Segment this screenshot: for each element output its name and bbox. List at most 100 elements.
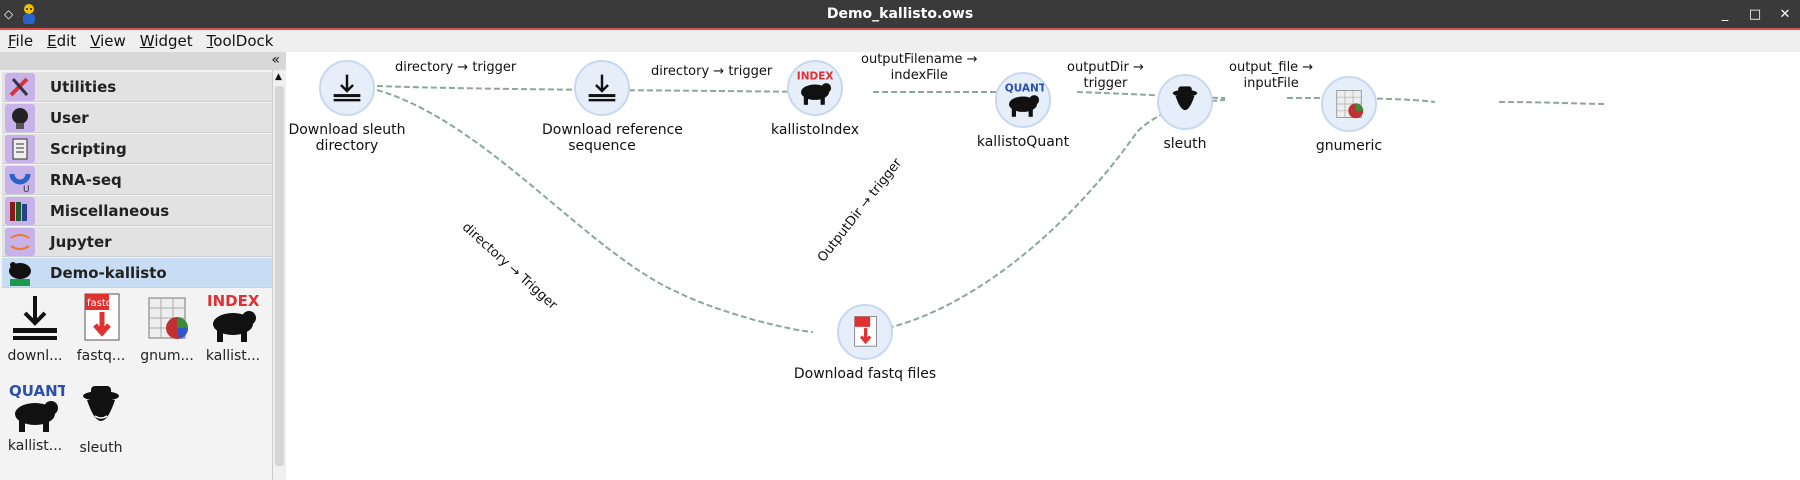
category-label: User [50,108,89,127]
download-icon [333,74,361,102]
menu-view[interactable]: View [90,32,126,50]
widget-fastq[interactable]: fastq fastq... [68,292,134,378]
edge-label: output_file → inputFile [1229,60,1314,91]
svg-text:U: U [23,185,30,194]
quant-bear-icon: QUANT [9,382,65,432]
node-icon-circle[interactable] [574,60,630,116]
tool-dock: « Utilities User Scripting U RNA-seq [0,52,286,480]
widget-label: kallist... [7,438,63,454]
node-download-sleuth-directory[interactable]: Download sleuth directory [287,60,407,154]
sleuth-icon [83,386,119,421]
node-icon-circle[interactable] [1321,76,1377,132]
widget-label: downl... [7,348,63,364]
gnumeric-icon [148,297,189,339]
jupyter-icon [2,227,38,257]
collapse-dock-button[interactable]: « [271,52,280,68]
window-title: Demo_kallisto.ows [826,6,974,22]
scroll-up-icon[interactable]: ▲ [275,72,282,82]
edge-label: outputFilename → indexFile [861,52,978,83]
download-icon [588,74,616,102]
close-button[interactable]: ✕ [1779,6,1791,22]
edge-label: directory → trigger [395,60,517,75]
node-kallisto-quant[interactable]: QUANT kallistoQuant [963,72,1083,150]
index-bear-icon: INDEX [207,292,260,342]
node-download-reference-sequence[interactable]: Download reference sequence [542,60,683,154]
menu-widget[interactable]: Widget [139,32,193,50]
category-label: Miscellaneous [50,201,170,220]
svg-text:QUANT: QUANT [9,382,65,400]
node-label: sleuth [1163,136,1207,152]
node-kallisto-index[interactable]: INDEX kallistoIndex [755,60,875,138]
category-jupyter[interactable]: Jupyter [2,227,272,257]
window-menu-icon[interactable]: ◇ [4,7,14,21]
bear-demo-icon [2,258,38,288]
script-icon [2,134,38,164]
wrench-screwdriver-icon [2,72,38,102]
menu-file[interactable]: File [8,32,34,50]
node-label: Download reference sequence [542,122,683,154]
node-icon-circle[interactable] [1157,74,1213,130]
node-icon-circle[interactable]: QUANT [995,72,1051,128]
title-bar-left: ◇ [4,0,39,28]
category-demo-kallisto[interactable]: Demo-kallisto [2,258,272,288]
widget-label: fastq... [76,348,126,364]
dock-scrollbar[interactable]: ▲ [272,70,286,480]
svg-text:INDEX: INDEX [207,292,260,310]
node-sleuth[interactable]: sleuth [1125,74,1245,152]
fastq-icon: fastq [84,293,120,341]
widget-label: sleuth [79,440,123,456]
category-label: Scripting [50,139,127,158]
category-scripting[interactable]: Scripting [2,134,272,164]
widget-label: gnum... [140,348,194,364]
widget-label: kallist... [205,348,261,364]
gnumeric-icon [1336,90,1364,119]
node-label: gnumeric [1315,138,1383,154]
maximize-button[interactable]: □ [1748,6,1762,22]
books-icon [2,196,38,226]
widget-download[interactable]: downl... [2,292,68,378]
minimize-button[interactable]: _ [1721,6,1729,22]
widget-gnumeric[interactable]: gnum... [134,292,200,378]
category-label: Jupyter [50,232,112,251]
magnet-icon: U [2,165,38,195]
category-label: Demo-kallisto [50,263,167,282]
link-dl-sleuth-to-fastq [376,89,814,333]
node-label: Download sleuth directory [288,122,406,154]
node-label: kallistoQuant [976,134,1070,150]
svg-text:fastq: fastq [87,298,112,309]
category-label: RNA-seq [50,170,122,189]
node-label: kallistoIndex [771,122,859,138]
category-rna-seq[interactable]: U RNA-seq [2,165,272,195]
node-icon-circle[interactable]: INDEX [787,60,843,116]
category-label: Utilities [50,77,117,96]
node-gnumeric[interactable]: gnumeric [1289,76,1409,154]
dock-header: « [0,52,286,70]
node-download-fastq-files[interactable]: Download fastq files [785,304,945,382]
widget-sleuth[interactable]: sleuth [68,382,134,468]
menu-edit[interactable]: Edit [47,32,77,50]
widget-kallisto-quant[interactable]: QUANT kallist... [2,382,68,468]
lightbulb-icon [2,103,38,133]
node-icon-circle[interactable] [837,304,893,360]
category-utilities[interactable]: Utilities [2,72,272,102]
scrollbar-thumb[interactable] [275,86,284,466]
index-bear-icon: INDEX [797,71,834,105]
svg-text:QUANT: QUANT [1005,83,1044,95]
node-icon-circle[interactable] [319,60,375,116]
menu-bar: File Edit View Widget ToolDock [0,30,1800,52]
window-controls: _ □ ✕ [1716,0,1794,28]
widget-kallisto-index[interactable]: INDEX kallist... [200,292,266,378]
node-label: Download fastq files [793,366,937,382]
link-sleuth-to-gnumeric [1498,101,1606,105]
edge-label: directory → trigger [651,64,773,79]
title-bar: ◇ Demo_kallisto.ows _ □ ✕ [0,0,1800,28]
sleuth-icon [1172,86,1198,111]
edge-label: outputDir → trigger [1067,60,1144,91]
menu-tooldock[interactable]: ToolDock [206,32,274,50]
svg-text:INDEX: INDEX [797,71,834,83]
title-accent-line [0,28,1800,30]
category-user[interactable]: User [2,103,272,133]
category-miscellaneous[interactable]: Miscellaneous [2,196,272,226]
workflow-canvas[interactable]: directory → trigger directory → trigger … [287,52,1800,480]
link-kallisto-index-to-kallisto-quant [1076,91,1226,99]
